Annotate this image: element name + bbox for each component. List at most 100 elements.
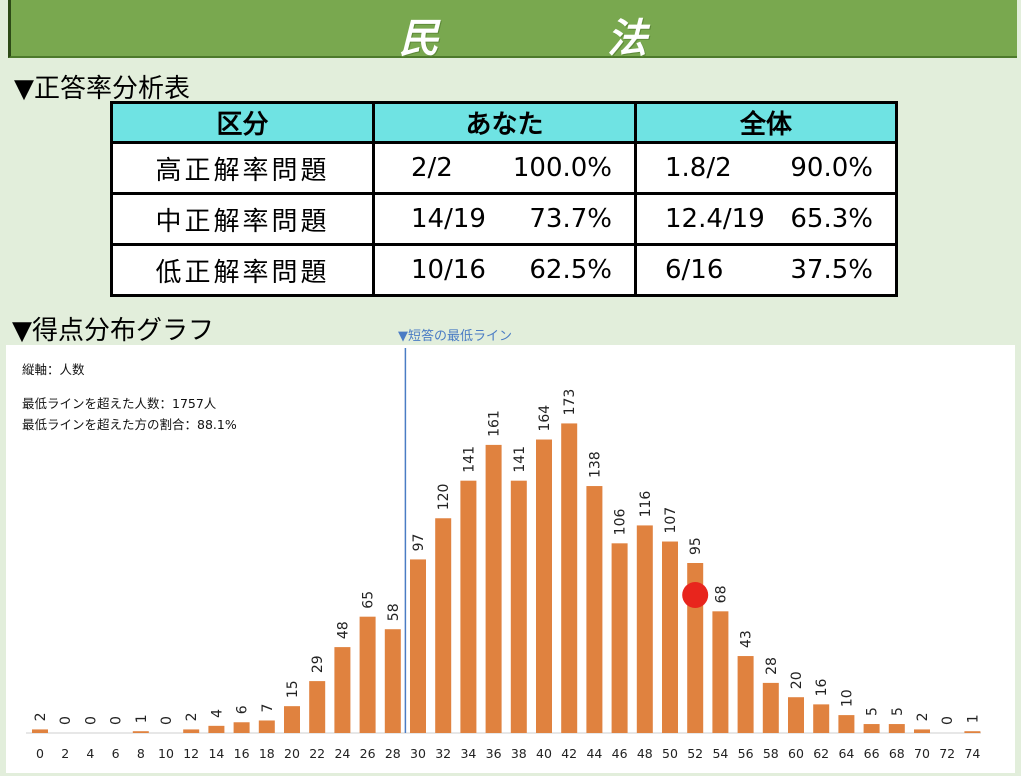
x-tick-label: 64 xyxy=(838,746,854,761)
x-tick-label: 24 xyxy=(334,746,350,761)
x-tick-label: 74 xyxy=(964,746,980,761)
x-tick-label: 20 xyxy=(284,746,300,761)
x-tick-label: 56 xyxy=(738,746,754,761)
data-label: 0 xyxy=(58,716,74,725)
x-tick-label: 68 xyxy=(889,746,905,761)
min-line-label: ▼短答の最低ライン xyxy=(398,329,512,344)
all-rate: 90.0% xyxy=(790,153,873,183)
x-tick-label: 16 xyxy=(234,746,250,761)
data-label: 5 xyxy=(865,707,881,716)
data-label: 4 xyxy=(209,709,225,718)
data-label: 58 xyxy=(386,603,402,621)
data-label: 95 xyxy=(688,537,704,555)
bar xyxy=(258,720,275,733)
x-tick-label: 34 xyxy=(460,746,476,761)
x-tick-label: 2 xyxy=(61,746,69,761)
all-rate: 65.3% xyxy=(790,204,873,234)
accuracy-table: 区分 あなた 全体 高正解率問題 2/2 100.0% 1.8/2 90.0% … xyxy=(110,101,898,297)
bar xyxy=(762,682,779,733)
you-score: 2/2 xyxy=(411,153,453,183)
bar xyxy=(536,439,552,733)
data-label: 0 xyxy=(940,716,956,725)
bar xyxy=(586,486,603,733)
all-score: 1.8/2 xyxy=(665,153,732,183)
above-line-ratio: 最低ラインを超えた方の割合：88.1% xyxy=(22,417,237,432)
data-label: 120 xyxy=(436,484,452,511)
bar xyxy=(284,706,300,733)
data-label: 107 xyxy=(663,507,679,534)
data-label: 0 xyxy=(83,716,99,725)
x-tick-label: 48 xyxy=(637,746,653,761)
bar xyxy=(561,423,578,733)
you-score: 10/16 xyxy=(411,255,486,285)
you-rate: 100.0% xyxy=(512,153,612,183)
bar xyxy=(435,518,452,733)
data-label: 7 xyxy=(260,704,276,713)
you-score: 14/19 xyxy=(411,204,486,234)
data-label: 29 xyxy=(310,655,326,673)
title-char-1: 民 xyxy=(399,16,441,62)
header-category: 区分 xyxy=(110,101,375,144)
x-tick-label: 54 xyxy=(712,746,728,761)
data-label: 28 xyxy=(764,657,780,675)
bar xyxy=(838,715,855,733)
x-tick-label: 42 xyxy=(561,746,577,761)
bar xyxy=(863,724,880,733)
row-label: 中正解率問題 xyxy=(110,192,375,246)
your-score-marker xyxy=(682,582,709,608)
bar xyxy=(712,611,729,733)
data-label: 1 xyxy=(134,714,150,723)
row-label: 低正解率問題 xyxy=(110,243,375,297)
x-tick-label: 38 xyxy=(511,746,527,761)
data-label: 141 xyxy=(512,446,528,473)
title-banner: 民 法 xyxy=(8,0,1017,62)
data-label: 2 xyxy=(915,712,931,721)
table-row: 低正解率問題 10/16 62.5% 6/16 37.5% xyxy=(110,243,898,297)
all-rate: 37.5% xyxy=(790,255,873,285)
x-tick-label: 58 xyxy=(763,746,779,761)
x-tick-label: 8 xyxy=(137,746,145,761)
bar xyxy=(410,559,426,733)
data-label: 2 xyxy=(33,712,49,721)
bar xyxy=(32,729,48,733)
data-label: 43 xyxy=(739,630,755,648)
table-row: 高正解率問題 2/2 100.0% 1.8/2 90.0% xyxy=(110,141,898,195)
bar xyxy=(737,656,754,733)
data-label: 106 xyxy=(613,509,629,536)
data-label: 48 xyxy=(335,621,351,639)
x-tick-label: 62 xyxy=(813,746,829,761)
bar xyxy=(183,729,200,733)
x-tick-label: 46 xyxy=(612,746,628,761)
bar xyxy=(510,480,527,733)
bar xyxy=(964,731,981,733)
bar xyxy=(359,616,376,733)
bar xyxy=(309,681,326,733)
x-tick-label: 66 xyxy=(864,746,880,761)
header-you: あなた xyxy=(372,101,637,144)
x-tick-label: 14 xyxy=(208,746,224,761)
data-label: 16 xyxy=(814,678,830,696)
chart-svg: 2002040618010212414616718152029224824652… xyxy=(26,348,981,761)
data-label: 173 xyxy=(562,389,578,416)
above-line-count: 最低ラインを超えた人数：1757人 xyxy=(22,396,217,411)
x-tick-label: 52 xyxy=(687,746,703,761)
data-label: 0 xyxy=(159,716,175,725)
x-tick-label: 36 xyxy=(486,746,502,761)
data-label: 164 xyxy=(537,405,553,432)
data-label: 97 xyxy=(411,534,427,552)
data-label: 138 xyxy=(587,451,603,478)
bar xyxy=(460,480,477,733)
x-tick-label: 32 xyxy=(435,746,451,761)
score-distribution-chart: 縦軸：人数 最低ラインを超えた人数：1757人 最低ラインを超えた方の割合：88… xyxy=(6,345,1015,773)
axis-note: 縦軸：人数 xyxy=(22,362,85,377)
bar xyxy=(233,722,250,733)
table-row: 中正解率問題 14/19 73.7% 12.4/19 65.3% xyxy=(110,192,898,246)
bar xyxy=(636,525,653,733)
x-tick-label: 28 xyxy=(385,746,401,761)
x-tick-label: 18 xyxy=(259,746,275,761)
x-tick-label: 40 xyxy=(536,746,552,761)
x-tick-label: 12 xyxy=(183,746,199,761)
graph-section-heading: ▼得点分布グラフ xyxy=(12,316,214,346)
data-label: 65 xyxy=(361,591,377,609)
header-all: 全体 xyxy=(634,101,898,144)
